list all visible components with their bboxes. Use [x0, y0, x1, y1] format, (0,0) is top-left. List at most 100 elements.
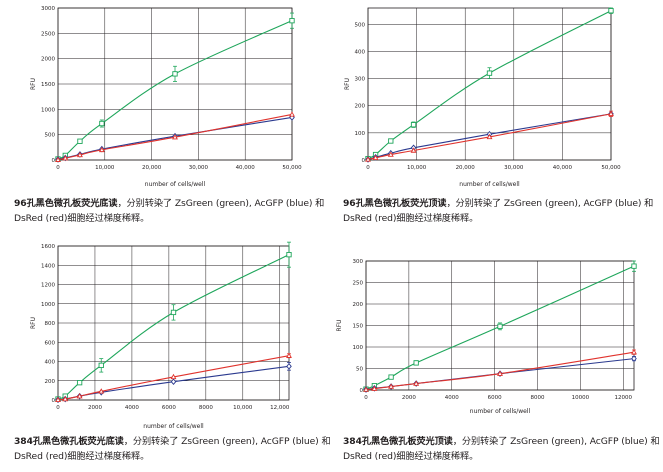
data-point-blue [170, 378, 177, 386]
data-point-red [98, 388, 105, 394]
y-tick-label: 300 [353, 259, 364, 265]
y-tick-label: 0 [52, 398, 56, 404]
data-point-red [371, 385, 378, 391]
x-tick-label: 6000 [488, 395, 502, 401]
y-tick-label: 0 [362, 158, 366, 164]
data-point-blue [286, 363, 292, 370]
y-tick-label: 0 [360, 388, 364, 394]
data-point-red [286, 352, 292, 358]
chart-96-top: 0 100 200 300 400 500 0 10,000 20,000 30,000 40,00… [344, 7, 621, 188]
y-tick-label: 400 [355, 49, 366, 55]
chart-384-bottom: 0 200 400 600 800 1000 1200 1400 1600 0 2000 4000 60… [30, 241, 292, 430]
y-tick-label: 800 [45, 321, 56, 327]
y-tick-label: 500 [45, 133, 56, 139]
data-point-red [170, 373, 177, 380]
caption-text: ，分别转染了 ZsGreen (green), AcGFP (blue) 和 D… [343, 436, 660, 462]
y-tick-label: 250 [353, 281, 364, 287]
x-tick-label: 30,000 [504, 165, 524, 171]
chart-panel-384-bottom: 0 200 400 600 800 1000 1200 1400 1600 0 2000 4000 60… [0, 236, 331, 472]
chart-384-top: 0 50 100 150 200 250 300 0 2000 4000 6000 8000 10000… [336, 259, 637, 415]
data-point-red [98, 146, 105, 153]
data-point-green [608, 8, 614, 14]
data-point-red [62, 155, 69, 161]
y-tick-label: 100 [355, 131, 366, 137]
x-tick-label: 10,000 [407, 165, 427, 171]
data-point-green [388, 138, 394, 144]
x-tick-label: 10000 [572, 395, 590, 401]
chart-96-bottom: 0 500 1000 1500 2000 2500 3000 0 10,000 20,000 30,… [30, 6, 302, 188]
caption-title: 384孔黑色微孔板荧光底读 [14, 436, 124, 447]
x-tick-label: 40,000 [236, 165, 256, 171]
data-point-green [410, 122, 417, 128]
data-point-green [172, 71, 178, 77]
data-point-red [486, 133, 493, 140]
y-tick-label: 2000 [41, 57, 55, 63]
y-tick-label: 300 [355, 77, 366, 83]
y-tick-label: 50 [356, 367, 363, 373]
caption-title: 96孔黑色微孔板荧光顶读 [343, 198, 447, 209]
x-tick-label: 6000 [162, 405, 176, 411]
data-point-green [99, 120, 105, 127]
chart-panel-384-top: 0 50 100 150 200 250 300 0 2000 4000 6000 8000 10000… [331, 236, 663, 472]
x-tick-label: 8000 [199, 405, 213, 411]
x-axis-label: number of cells/well [145, 181, 206, 188]
data-point-red [76, 151, 83, 158]
x-tick-label: 4000 [445, 395, 459, 401]
x-tick-label: 20,000 [456, 165, 476, 171]
x-tick-label: 10,000 [233, 405, 253, 411]
caption-title: 96孔黑色微孔板荧光底读 [14, 198, 118, 209]
x-axis-label: number of cells/well [459, 181, 520, 188]
data-point-green [388, 374, 394, 380]
data-point-red [410, 147, 417, 153]
data-point-green [413, 360, 419, 366]
data-point-green [286, 252, 292, 258]
x-tick-label: 30,000 [189, 165, 209, 171]
caption-384-bottom: 384孔黑色微孔板荧光底读，分别转染了 ZsGreen (green), AcG… [14, 434, 334, 464]
y-axis-label: RFU [344, 78, 351, 90]
y-tick-label: 1600 [41, 244, 55, 250]
data-point-red [388, 383, 395, 389]
y-tick-label: 3000 [41, 6, 55, 12]
caption-text: ，分别转染了 ZsGreen (green), AcGFP (blue) 和 D… [14, 436, 331, 462]
y-tick-label: 100 [353, 345, 364, 351]
data-point-red [631, 349, 637, 355]
y-axis-label: RFU [30, 317, 37, 329]
x-tick-label: 20,000 [142, 165, 162, 171]
data-point-green [98, 362, 104, 369]
y-tick-label: 200 [355, 104, 366, 110]
x-tick-label: 50,000 [601, 165, 621, 171]
x-tick-label: 10,000 [95, 165, 115, 171]
data-point-green [631, 263, 637, 269]
x-tick-label: 4000 [125, 405, 139, 411]
y-tick-label: 200 [353, 302, 364, 308]
data-point-red [372, 154, 379, 161]
data-point-green [486, 70, 493, 76]
data-point-blue [631, 355, 637, 362]
x-tick-label: 12000 [615, 395, 633, 401]
y-axis-label: RFU [30, 78, 37, 90]
caption-title: 384孔黑色微孔板荧光顶读 [343, 436, 453, 447]
x-tick-label: 0 [56, 165, 60, 171]
data-point-red [172, 134, 178, 140]
y-tick-label: 500 [355, 22, 366, 28]
x-tick-label: 50,000 [282, 165, 302, 171]
caption-96-bottom: 96孔黑色微孔板荧光底读，分别转染了 ZsGreen (green), AcGF… [14, 196, 334, 226]
x-tick-label: 8000 [531, 395, 545, 401]
data-point-red [289, 111, 295, 117]
y-tick-label: 1500 [41, 82, 55, 88]
y-tick-label: 150 [353, 324, 364, 330]
data-point-red [363, 386, 369, 392]
y-axis-label: RFU [336, 319, 343, 331]
y-tick-label: 200 [45, 379, 56, 385]
x-axis-label: number of cells/well [470, 408, 531, 415]
x-tick-label: 2000 [402, 395, 416, 401]
data-point-red [387, 151, 394, 157]
data-point-green [497, 323, 503, 330]
data-point-red [497, 370, 503, 376]
data-point-red [62, 395, 69, 402]
data-point-green [170, 309, 177, 316]
data-point-red [413, 380, 420, 386]
y-tick-label: 1000 [41, 302, 55, 308]
caption-384-top: 384孔黑色微孔板荧光顶读，分别转染了 ZsGreen (green), AcG… [343, 434, 663, 464]
x-tick-label: 40,000 [553, 165, 573, 171]
